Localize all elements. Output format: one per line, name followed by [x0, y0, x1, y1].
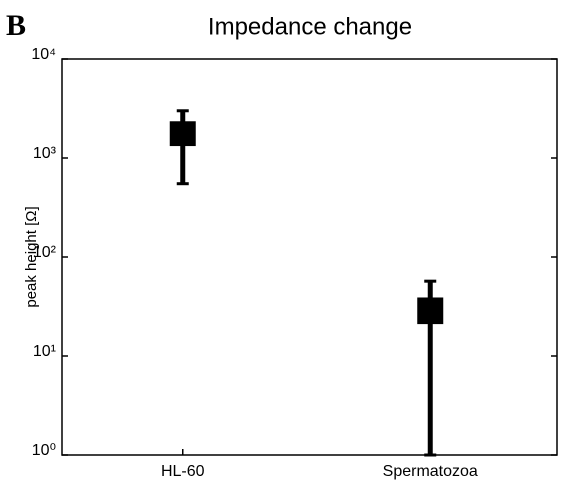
y-tick-label: 10³ — [33, 145, 57, 162]
y-tick-label: 10⁴ — [31, 46, 56, 63]
panel-label: B — [6, 9, 26, 42]
plot-frame — [61, 58, 558, 456]
y-tick-label: 10² — [33, 244, 57, 261]
box — [169, 121, 196, 147]
box — [417, 297, 444, 325]
x-tick-label: HL-60 — [161, 463, 205, 480]
chart-title: Impedance change — [208, 13, 412, 40]
x-tick-label: Spermatozoa — [383, 463, 478, 480]
y-tick-label: 10⁰ — [32, 442, 56, 459]
y-axis-label: peak height [Ω] — [23, 206, 40, 307]
y-tick-label: 10¹ — [33, 343, 56, 360]
